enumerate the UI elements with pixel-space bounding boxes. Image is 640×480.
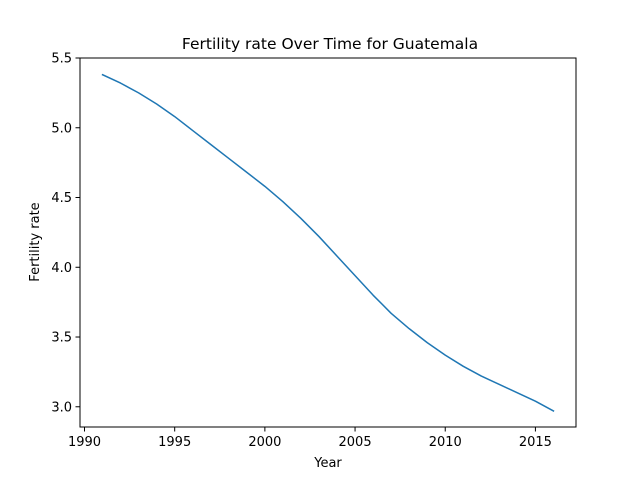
y-axis-ticks: 3.0 3.5 4.0 4.5 5.0 5.5 <box>51 52 80 415</box>
y-tick-label: 3.0 <box>51 400 72 415</box>
plot-area <box>101 73 555 412</box>
y-tick-label: 4.0 <box>51 261 72 276</box>
plot-frame <box>79 57 577 428</box>
y-tick-label: 4.5 <box>51 191 72 206</box>
x-tick-label: 1995 <box>158 435 191 450</box>
y-tick-label: 3.5 <box>51 331 72 346</box>
x-tick-label: 2015 <box>519 435 552 450</box>
series-line <box>101 73 555 412</box>
y-axis-label: Fertility rate <box>28 202 43 281</box>
x-tick-label: 2005 <box>339 435 372 450</box>
x-tick-label: 1990 <box>68 435 101 450</box>
chart-title: Fertility rate Over Time for Guatemala <box>182 35 478 53</box>
x-axis-label: Year <box>313 456 342 471</box>
y-tick-label: 5.5 <box>51 52 72 67</box>
x-tick-label: 2000 <box>248 435 281 450</box>
x-tick-label: 2010 <box>429 435 462 450</box>
x-axis-ticks: 1990 1995 2000 2005 2010 2015 <box>68 427 552 450</box>
y-tick-label: 5.0 <box>51 121 72 136</box>
